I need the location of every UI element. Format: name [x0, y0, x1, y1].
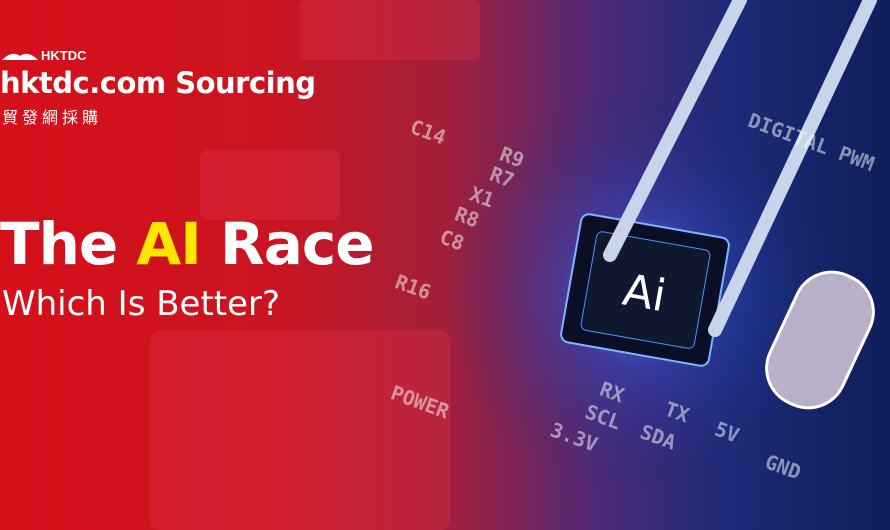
headline-suffix: Race [200, 210, 375, 278]
crystal-oscillator [765, 270, 875, 410]
brand-name: hktdc.com Sourcing [0, 66, 316, 100]
headline-prefix: The [0, 210, 137, 278]
wing-logo-icon [2, 53, 38, 60]
logo-text: HKTDC [41, 48, 87, 63]
brand-chinese-name: 貿發網採購 [2, 108, 103, 127]
headline: The AI Race [0, 210, 375, 278]
hktdc-logo: HKTDC [2, 48, 87, 63]
chip-label: Ai [619, 265, 670, 323]
headline-highlight: AI [136, 210, 201, 278]
ai-chip: Ai [560, 213, 730, 367]
headline-subtitle: Which Is Better? [2, 284, 281, 324]
tweezers [603, 0, 877, 337]
